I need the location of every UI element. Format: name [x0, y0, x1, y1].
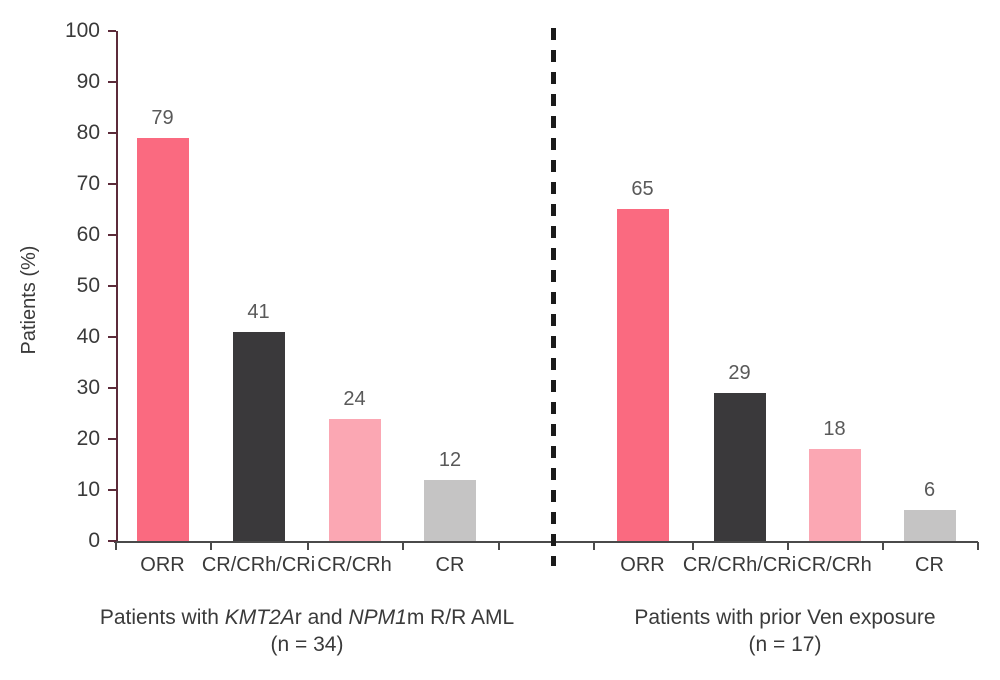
- y-tick: [108, 540, 116, 542]
- y-tick: [108, 336, 116, 338]
- bar-cr-crh: [328, 419, 381, 541]
- bar-value-label: 41: [247, 301, 270, 323]
- x-tick: [498, 542, 500, 550]
- group-title-left-text: Patients with KMT2Ar and NPM1m R/R AML: [99, 606, 515, 629]
- y-tick-label: 20: [76, 427, 100, 450]
- category-label-cr-crh: CR/CRh: [797, 554, 872, 576]
- x-tick: [402, 542, 404, 550]
- y-axis-line: [116, 31, 118, 543]
- bar-orr: [136, 138, 189, 541]
- category-label-cr-crh-cri: CR/CRh/CRi: [201, 554, 316, 576]
- bar-cr: [424, 480, 476, 541]
- group-divider-line: [551, 28, 556, 566]
- x-tick: [210, 542, 212, 550]
- y-tick-label: 40: [76, 325, 100, 348]
- x-tick: [882, 542, 884, 550]
- y-tick-label: 50: [76, 274, 100, 297]
- y-tick: [108, 234, 116, 236]
- y-tick: [108, 30, 116, 33]
- bar-value-label: 18: [823, 418, 846, 440]
- bar-cr-crh-cri: [232, 332, 285, 541]
- y-tick-label: 60: [76, 223, 100, 246]
- bar-value-label: 24: [343, 388, 366, 410]
- x-tick: [977, 542, 979, 550]
- y-tick-label: 70: [76, 172, 100, 195]
- category-label-cr-crh: CR/CRh: [317, 554, 392, 576]
- bar-orr: [616, 209, 669, 541]
- y-tick-label: 100: [64, 19, 100, 42]
- group-title-left-n: (n = 34): [270, 633, 344, 656]
- y-tick: [108, 132, 116, 134]
- category-label-cr: CR: [435, 554, 465, 576]
- x-tick: [593, 542, 595, 550]
- y-tick-label: 0: [88, 529, 100, 552]
- x-tick: [115, 542, 117, 550]
- y-tick-label: 80: [76, 121, 100, 144]
- bar-value-label: 29: [728, 362, 751, 384]
- y-tick: [108, 183, 116, 185]
- group-title-right-text: Patients with prior Ven exposure: [634, 606, 936, 629]
- x-tick: [307, 542, 309, 550]
- bar-cr-crh-cri: [713, 393, 766, 541]
- category-label-cr-crh-cri: CR/CRh/CRi: [682, 554, 797, 576]
- y-tick-label: 10: [76, 478, 100, 501]
- bar-value-label: 12: [438, 449, 462, 471]
- category-label-orr: ORR: [620, 554, 665, 576]
- group-title-right-n: (n = 17): [748, 633, 822, 656]
- y-tick: [108, 387, 116, 389]
- x-tick: [787, 542, 789, 550]
- bar-value-label: 65: [631, 178, 654, 200]
- x-axis-line: [114, 541, 978, 543]
- category-label-cr: CR: [915, 554, 944, 576]
- bar-cr: [903, 510, 956, 541]
- group-title-left: Patients with KMT2Ar and NPM1m R/R AML (…: [66, 604, 548, 658]
- y-tick-label: 30: [76, 376, 100, 399]
- bar-value-label: 6: [923, 479, 936, 501]
- x-tick: [692, 542, 694, 550]
- y-axis-title: Patients (%): [18, 245, 40, 355]
- bar-cr-crh: [808, 449, 861, 541]
- group-title-right: Patients with prior Ven exposure (n = 17…: [544, 604, 1000, 658]
- y-tick: [108, 489, 116, 491]
- category-label-orr: ORR: [140, 554, 185, 576]
- y-tick-label: 90: [76, 70, 100, 93]
- y-tick: [108, 285, 116, 287]
- plot-area: 0 10 20 30 40 50 60 70 80 90 100 79 ORR 41 CR/CRh/CRi 2…: [65, 19, 979, 576]
- y-tick: [108, 81, 116, 83]
- bar-value-label: 79: [151, 107, 174, 129]
- y-tick: [108, 438, 116, 440]
